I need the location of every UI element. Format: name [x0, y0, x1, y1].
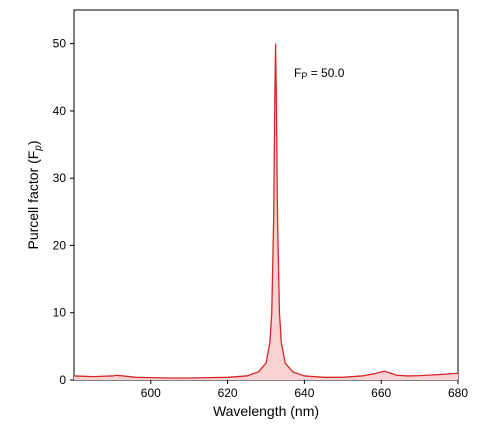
- plot-frame: [73, 9, 459, 381]
- y-label-text: Purcell factor (F: [25, 151, 41, 250]
- y-axis-label: Purcell factor (Fp): [25, 140, 44, 249]
- x-tick-label: 680: [448, 386, 468, 400]
- y-label-subscript: p: [33, 145, 44, 152]
- area: [74, 43, 458, 380]
- annotation-subscript: P: [301, 71, 307, 81]
- y-tick-label: 0: [59, 373, 66, 387]
- x-tick-label: 660: [371, 386, 391, 400]
- x-axis-label: Wavelength (nm): [213, 403, 319, 419]
- y-tick-label: 40: [53, 104, 67, 118]
- x-tick-label: 600: [141, 386, 161, 400]
- y-tick-label: 20: [53, 238, 67, 252]
- annotation-text: F: [294, 66, 301, 80]
- x-tick-label: 620: [218, 386, 238, 400]
- annotation-rest: = 50.0: [307, 66, 344, 80]
- x-tick-label: 640: [294, 386, 314, 400]
- y-tick-label: 50: [53, 37, 67, 51]
- annotation: FP = 50.0: [294, 66, 345, 81]
- y-label-end: ): [25, 140, 41, 145]
- y-tick-label: 10: [53, 306, 67, 320]
- line: [73, 43, 459, 379]
- y-tick-label: 30: [53, 171, 67, 185]
